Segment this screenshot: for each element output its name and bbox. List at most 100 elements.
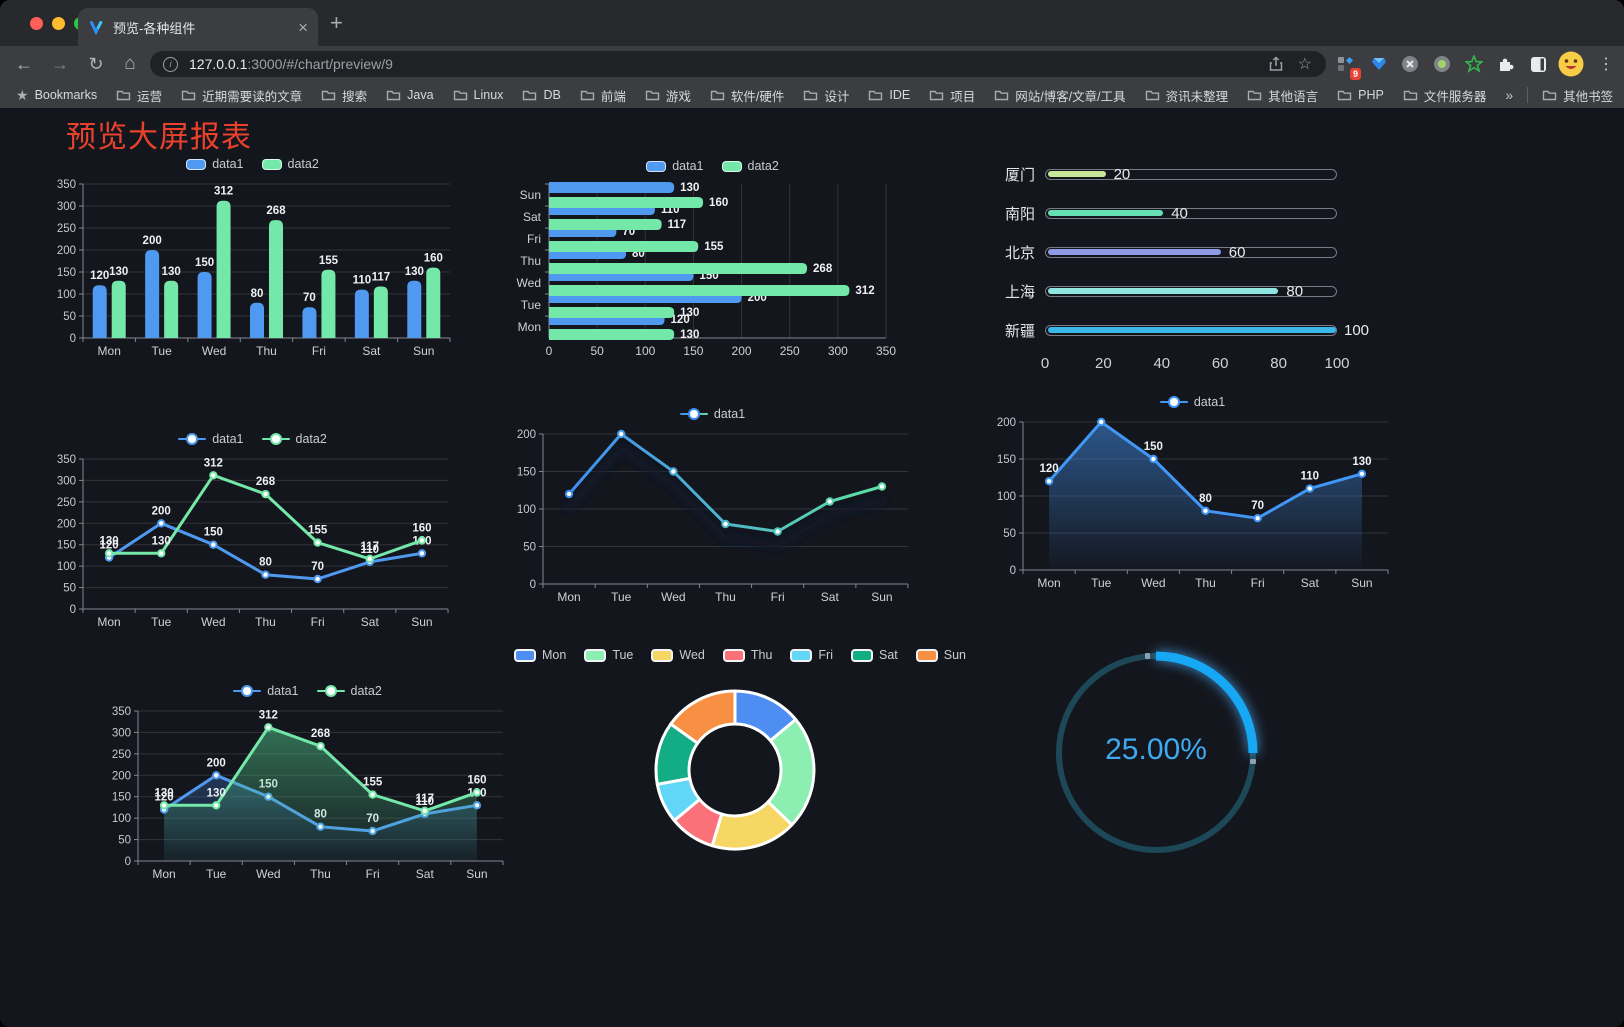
legend-item[interactable]: Sun [915,648,966,662]
svg-text:130: 130 [154,787,173,799]
svg-text:312: 312 [259,709,278,721]
svg-text:Mon: Mon [557,590,580,604]
svg-text:160: 160 [424,253,443,265]
legend-marker [316,685,345,698]
chart-canvas[interactable]: 0 50 100 150 200 Mon Tue Wed Thu Fri Sat Sun 120 200 1… [985,414,1400,594]
donut-slice-Sun[interactable] [669,689,737,745]
svg-text:150: 150 [112,792,131,804]
other-bookmarks[interactable]: 其他书签 [1542,86,1613,105]
legend-item[interactable]: data2 [261,432,327,446]
extension-grid-icon[interactable]: 9 [1331,50,1361,80]
bookmarks-overflow-chevron[interactable]: » [1505,87,1514,103]
bookmark-folder[interactable]: IDE [868,86,910,105]
legend-item[interactable]: data1 [1159,395,1225,409]
bookmarks-manager[interactable]: ★ Bookmarks [16,86,98,103]
chart-canvas[interactable]: 0 50 100 150 200 250 300 350 Mon Tue Wed Thu Fri Sat S… [100,703,515,885]
bookmark-folder[interactable]: 前端 [580,86,626,105]
bookmark-folder[interactable]: PHP [1337,86,1384,105]
legend-label: Sat [879,648,898,662]
new-tab-button[interactable]: + [330,10,343,35]
gauge-value: 25.00% [1105,733,1207,766]
url-text[interactable]: 127.0.0.1:3000/#/chart/preview/9 [189,56,393,72]
tab-favicon [88,19,104,35]
svg-text:0: 0 [70,604,76,616]
folder-icon [645,90,660,101]
svg-text:120: 120 [99,540,118,552]
home-button[interactable]: ⌂ [124,53,136,74]
bookmark-folder[interactable]: Linux [453,86,503,105]
bookmark-folder[interactable]: 资讯未整理 [1145,86,1228,105]
share-icon[interactable] [1268,56,1284,72]
extension-command-icon[interactable] [1396,50,1424,78]
legend-marker [646,160,667,172]
svg-text:300: 300 [57,201,76,213]
extension-gem-icon[interactable] [1365,50,1393,78]
svg-text:130: 130 [680,182,699,194]
bookmark-folder[interactable]: 网站/博客/文章/工具 [994,86,1126,105]
forward-button[interactable]: → [51,54,69,74]
reading-list-icon[interactable] [1524,50,1552,78]
legend-item[interactable]: Fri [790,648,833,662]
bookmark-folder[interactable]: 搜索 [321,86,367,105]
bookmark-label: IDE [889,88,911,102]
address-bar[interactable]: i 127.0.0.1:3000/#/chart/preview/9 ☆ [150,51,1326,77]
legend-item[interactable]: Mon [513,648,566,662]
svg-text:200: 200 [732,344,752,358]
svg-text:200: 200 [152,505,171,517]
legend-item[interactable]: data1 [186,157,244,171]
back-button[interactable]: ← [15,54,33,74]
legend-item[interactable]: data2 [316,684,382,698]
svg-text:50: 50 [1003,528,1016,540]
browser-tab[interactable]: 预览-各种组件 × [78,8,318,46]
svg-text:Tue: Tue [206,867,227,881]
svg-text:200: 200 [517,429,536,441]
axis-tick-label: 60 [1211,355,1229,372]
legend-item[interactable]: data1 [646,159,704,173]
bookmark-folder[interactable]: 设计 [803,86,849,105]
svg-text:268: 268 [813,263,833,275]
bookmark-folder[interactable]: 近期需要读的文章 [181,86,302,105]
legend-item[interactable]: data2 [721,159,779,173]
tab-close-icon[interactable]: × [298,17,308,37]
bookmark-folder[interactable]: DB [522,86,561,105]
legend-label: Tue [612,648,634,662]
svg-text:117: 117 [372,272,391,284]
reload-button[interactable]: ↻ [88,54,104,74]
traffic-light-minimize[interactable] [52,17,65,30]
extension-record-icon[interactable] [1428,50,1456,78]
legend-item[interactable]: data1 [178,432,244,446]
legend-item[interactable]: data2 [261,157,319,171]
legend-item[interactable]: Thu [722,648,772,662]
svg-text:Fri: Fri [366,867,380,881]
site-info-icon[interactable]: i [163,56,178,72]
legend-item[interactable]: Wed [651,648,705,662]
traffic-light-close[interactable] [30,17,43,30]
svg-text:Mon: Mon [518,320,541,334]
chart-canvas[interactable] [1040,638,1272,868]
bookmark-star-icon[interactable]: ☆ [1297,56,1312,73]
chart-canvas[interactable]: 0 50 100 150 200 Mon Tue Wed Thu Fri Sat Sun [505,426,920,608]
chart-canvas[interactable] [545,667,935,877]
legend-item[interactable]: Tue [584,648,633,662]
svg-text:0: 0 [1010,565,1016,577]
menu-kebab-icon[interactable]: ⋮ [1598,56,1614,73]
bookmark-folder[interactable]: 文件服务器 [1403,86,1486,105]
bookmark-label: 搜索 [342,89,368,104]
svg-text:Mon: Mon [1037,576,1060,590]
bookmark-folder[interactable]: 项目 [929,86,975,105]
bookmark-folder[interactable]: 运营 [116,86,162,105]
extensions-puzzle-icon[interactable] [1492,50,1520,78]
bookmark-folder[interactable]: 游戏 [645,86,691,105]
svg-text:80: 80 [259,557,272,569]
chart-canvas[interactable]: 0 50 100 150 200 250 300 350 Mon Tue Wed Thu Fri Sat S… [45,451,460,633]
profile-avatar[interactable] [1557,50,1585,78]
bookmark-folder[interactable]: 其他语言 [1247,86,1318,105]
legend-item[interactable]: data1 [233,684,299,698]
extension-star-icon[interactable] [1460,50,1488,78]
bookmark-folder[interactable]: 软件/硬件 [710,86,784,105]
legend-item[interactable]: Sat [851,648,898,662]
bookmark-folder[interactable]: Java [386,86,434,105]
legend-item[interactable]: data1 [679,407,745,421]
